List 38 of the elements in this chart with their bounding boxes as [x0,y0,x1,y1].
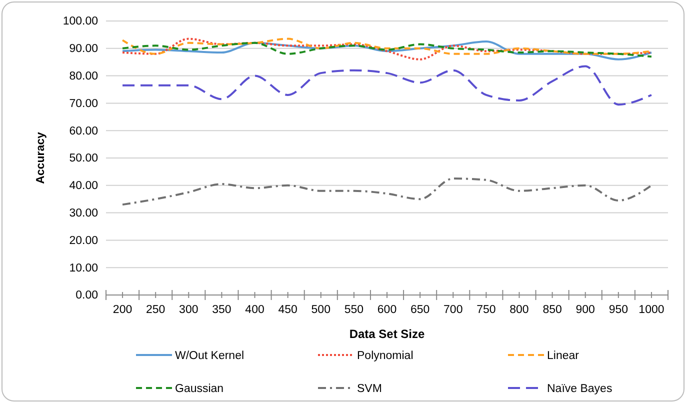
y-axis-title: Accuracy [35,132,47,184]
legend-label: SVM [357,383,382,395]
x-tick-label: 200 [112,304,132,316]
line-series [122,65,652,106]
x-tick-label: 950 [608,304,628,316]
y-tick-label: 0.00 [76,290,98,302]
legend-label: Gaussian [175,383,224,395]
y-tick-label: 40.00 [69,180,98,192]
y-tick-label: 100.00 [62,16,98,28]
x-tick-label: 1000 [638,304,664,316]
x-tick-label: 750 [476,304,496,316]
x-tick-label: 850 [542,304,562,316]
x-tick-label: 300 [179,304,198,316]
line-series [122,178,652,206]
x-tick-label: 250 [146,304,166,316]
x-tick-label: 900 [576,304,595,316]
legend-label: Linear [547,350,580,362]
x-tick-label: 700 [444,304,463,316]
y-tick-label: 90.00 [69,43,98,56]
x-tick-label: 450 [278,304,298,316]
x-tick-label: 350 [212,304,232,316]
y-tick-label: 20.00 [69,234,98,247]
x-tick-label: 500 [311,304,330,316]
x-axis-title: Data Set Size [349,327,425,341]
x-tick-label: 650 [410,304,430,316]
legend-label: Polynomial [357,350,414,362]
y-tick-label: 50.00 [69,152,98,165]
x-tick-label: 400 [245,304,264,316]
legend-label: W/Out Kernel [175,350,244,362]
y-tick-label: 80.00 [69,70,98,82]
x-tick-label: 550 [344,304,364,316]
y-tick-label: 10.00 [69,262,98,274]
legend-label: Naïve Bayes [547,383,612,395]
x-tick-label: 800 [510,304,529,316]
y-tick-label: 30.00 [69,207,98,220]
y-tick-label: 60.00 [69,125,98,138]
y-tick-label: 70.00 [69,98,98,110]
x-tick-label: 600 [377,304,397,316]
